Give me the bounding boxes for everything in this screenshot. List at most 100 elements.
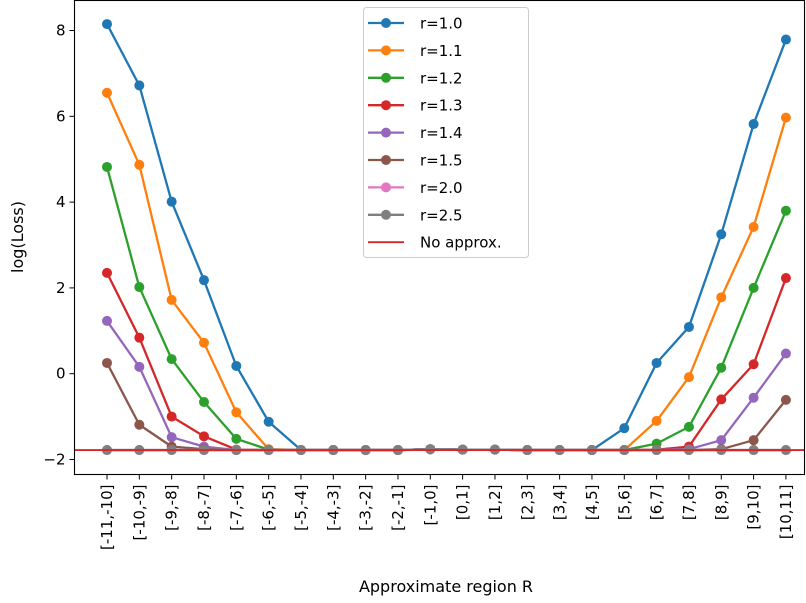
legend-swatch-marker [381,127,391,138]
data-point [231,407,242,418]
data-point [134,419,145,430]
data-point [748,221,759,232]
data-point [166,196,177,207]
data-point [102,315,112,326]
legend-label: r=2.5 [420,206,463,224]
x-tick-label: [4,5] [583,485,601,521]
data-point [102,87,112,98]
legend-entry: r=2.0 [368,179,463,197]
data-point [748,282,759,293]
legend-entry: No approx. [368,234,502,252]
data-point [166,354,177,365]
legend-label: r=1.5 [420,152,463,170]
data-point [166,411,177,422]
x-tick-label: [1,2] [486,485,504,521]
data-point [619,423,630,434]
legend-label: No approx. [420,234,502,252]
x-tick-label: [8,9] [712,485,730,521]
x-tick-label: [9,10] [745,485,763,530]
data-point [780,394,791,405]
data-point [780,348,791,359]
legend-swatch-marker [381,209,391,220]
data-point [134,80,145,91]
y-tick-label: 0 [56,365,66,383]
data-point [748,392,759,403]
y-tick-label: 2 [56,279,66,297]
data-point [748,119,759,130]
data-point [716,229,727,240]
legend-swatch-marker [381,45,391,56]
legend: r=1.0 r=1.1 r=1.2 r=1.3 r=1.4 r=1.5 r=2.0 r=2.5… [363,7,529,258]
data-point [102,357,112,368]
x-axis: [-11,-10] [-10,-9] [-9,-8] [-8,-7] [-7,-6] [-… [98,474,795,550]
y-tick-label: 8 [56,22,66,40]
data-point [198,275,209,286]
series-line-r-1-3 [105,272,788,452]
x-axis-label: Approximate region R [359,577,533,596]
data-point [716,292,727,303]
data-point [780,112,791,123]
legend-label: r=1.0 [420,15,463,33]
x-tick-label: [-2,-1] [389,485,407,531]
legend-label: r=1.1 [420,42,463,60]
data-point [198,431,209,442]
x-tick-label: [0,1] [454,485,472,521]
x-tick-label: [7,8] [680,485,698,521]
data-point [102,161,112,172]
y-tick-label: −2 [43,450,65,468]
data-point [651,357,662,368]
data-point [231,360,242,371]
data-point [102,19,112,30]
x-tick-label: [-8,-7] [195,485,213,531]
plot-area-frame [73,0,806,476]
x-tick-label: [-1,0] [421,485,439,526]
data-point [716,362,727,373]
x-tick-label: [-7,-6] [227,485,245,531]
data-point [198,397,209,408]
legend-swatch-marker [381,72,391,83]
data-point [166,432,177,443]
legend-entry: r=1.3 [368,97,463,115]
legend-swatch-marker [381,18,391,28]
legend-swatch-marker [381,100,391,111]
data-point [716,394,727,405]
x-tick-label: [-10,-9] [130,485,148,541]
data-point [748,359,759,370]
y-tick-label: 6 [56,107,66,125]
legend-label: r=1.3 [420,97,463,115]
data-point [102,267,112,278]
y-axis: −2 0 2 4 6 8 [43,22,75,468]
data-point [683,421,694,432]
data-point [263,416,274,427]
data-point [716,435,727,446]
x-tick-label: [-3,-2] [357,485,375,531]
legend-entry: r=1.5 [368,152,463,170]
x-tick-label: [3,4] [551,485,569,521]
x-tick-label: [-9,-8] [163,485,181,531]
x-tick-label: [-4,-3] [324,485,342,531]
data-point [134,282,145,293]
y-axis-label: log(Loss) [8,201,27,273]
x-tick-label: [-5,-4] [292,485,310,531]
data-point [198,337,209,348]
x-tick-label: [10,11] [777,485,795,540]
legend-frame [363,7,529,258]
y-tick-label: 4 [56,193,66,211]
data-point [134,159,145,170]
data-point [748,435,759,446]
legend-entry: r=1.1 [368,42,463,60]
legend-entry: r=1.0 [368,15,463,33]
data-point [780,205,791,216]
data-point [166,294,177,305]
legend-label: r=1.2 [420,69,463,87]
x-tick-label: [-6,-5] [260,485,278,531]
data-point [231,433,242,444]
legend-swatch-marker [381,182,391,193]
data-point [780,34,791,45]
x-tick-label: [6,7] [648,485,666,521]
legend-entry: r=1.4 [368,124,463,142]
x-tick-label: [2,3] [518,485,536,521]
data-point [134,332,145,343]
